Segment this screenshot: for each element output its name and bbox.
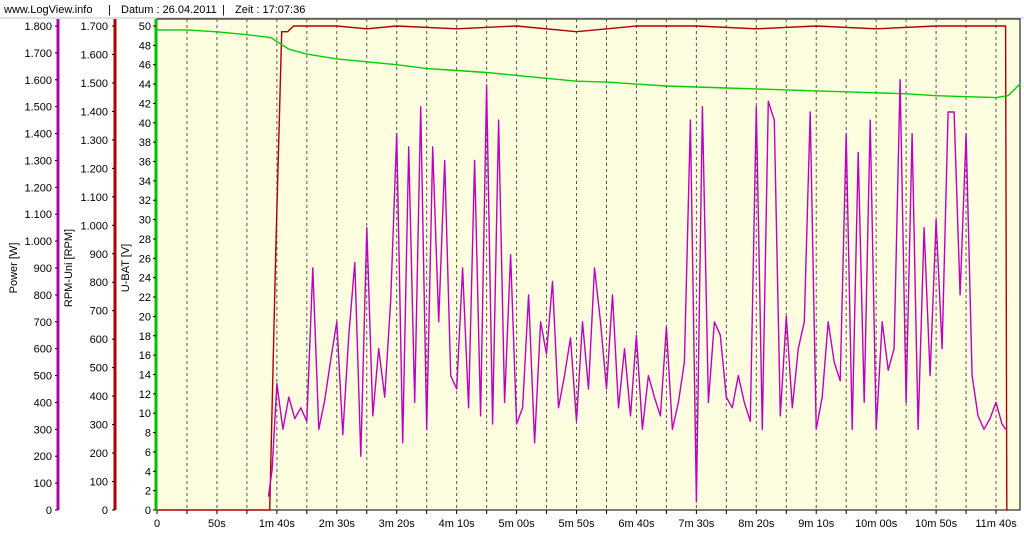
y-tick-label-rpm: 700 [90, 306, 108, 318]
y-tick-label-rpm: 300 [90, 420, 108, 432]
y-tick-label-rpm: 100 [90, 477, 108, 489]
y-tick-label-ubat: 40 [139, 118, 151, 130]
y-tick-label-ubat: 8 [145, 428, 151, 440]
y-tick-label-rpm: 900 [90, 249, 108, 261]
y-tick-label-rpm: 0 [102, 505, 108, 517]
y-tick-label-ubat: 42 [139, 98, 151, 110]
series-line-ubat [157, 29, 1021, 99]
y-tick-label-ubat: 22 [139, 292, 151, 304]
y-tick-label-power: 700 [34, 317, 52, 329]
y-tick-label-ubat: 44 [139, 79, 151, 91]
y-tick-label-ubat: 6 [145, 447, 151, 459]
y-tick-label-power: 1.000 [24, 236, 52, 248]
x-tick-label: 10m 00s [855, 518, 898, 530]
header-separator-2: | [222, 4, 225, 16]
y-tick-label-rpm: 1.100 [80, 192, 108, 204]
y-tick-label-power: 1.400 [24, 129, 52, 141]
x-tick-label: 9m 10s [798, 518, 835, 530]
y-tick-label-power: 900 [34, 263, 52, 275]
y-axis-title-rpm: RPM-Uni [RPM] [63, 229, 75, 307]
y-tick-label-ubat: 14 [139, 369, 151, 381]
y-tick-label-rpm: 600 [90, 334, 108, 346]
y-tick-label-ubat: 36 [139, 157, 151, 169]
y-tick-label-power: 0 [46, 505, 52, 517]
y-tick-label-rpm: 1.000 [80, 220, 108, 232]
y-tick-label-ubat: 12 [139, 389, 151, 401]
x-tick-label: 4m 10s [439, 518, 476, 530]
x-tick-label: 8m 20s [738, 518, 775, 530]
y-tick-label-power: 500 [34, 371, 52, 383]
y-tick-label-power: 400 [34, 397, 52, 409]
y-tick-label-power: 100 [34, 478, 52, 490]
series-layer [157, 25, 1021, 511]
y-tick-label-power: 1.200 [24, 182, 52, 194]
y-tick-label-ubat: 34 [139, 176, 151, 188]
y-tick-label-ubat: 26 [139, 253, 151, 265]
axis-layer: 0 50s 1m 40s 2m 30s 3m 20s 4m 10s 5m 00s 5m 50s… [8, 19, 1017, 530]
y-tick-label-power: 1.300 [24, 155, 52, 167]
x-tick-label: 0 [154, 518, 160, 530]
y-tick-label-power: 1.600 [24, 75, 52, 87]
y-axis-title-ubat: U-BAT [V] [120, 244, 132, 293]
y-tick-label-rpm: 1.400 [80, 106, 108, 118]
series-line-rpm [157, 25, 1008, 511]
y-tick-label-ubat: 46 [139, 60, 151, 72]
y-tick-label-rpm: 800 [90, 277, 108, 289]
y-tick-label-ubat: 4 [145, 466, 151, 478]
y-tick-label-power: 800 [34, 290, 52, 302]
header-bar [0, 0, 1024, 17]
y-tick-label-rpm: 400 [90, 391, 108, 403]
y-tick-label-ubat: 48 [139, 40, 151, 52]
x-tick-label: 6m 40s [618, 518, 655, 530]
header-separator-1: | [108, 4, 111, 16]
y-tick-label-rpm: 1.600 [80, 49, 108, 61]
x-tick-label: 5m 00s [499, 518, 536, 530]
y-tick-label-ubat: 50 [139, 21, 151, 33]
y-tick-label-ubat: 16 [139, 350, 151, 362]
x-tick-label: 7m 30s [678, 518, 715, 530]
y-tick-label-power: 600 [34, 344, 52, 356]
x-tick-label: 10m 50s [915, 518, 958, 530]
y-tick-label-power: 1.100 [24, 209, 52, 221]
y-tick-label-rpm: 500 [90, 363, 108, 375]
y-tick-label-rpm: 1.300 [80, 135, 108, 147]
x-tick-label: 3m 20s [379, 518, 416, 530]
x-tick-label: 11m 40s [975, 518, 1017, 530]
y-tick-label-rpm: 1.500 [80, 78, 108, 90]
y-tick-label-ubat: 18 [139, 331, 151, 343]
y-tick-label-ubat: 10 [139, 408, 151, 420]
y-tick-label-ubat: 20 [139, 311, 151, 323]
y-tick-label-rpm: 1.200 [80, 163, 108, 175]
y-axis-title-power: Power [W] [8, 243, 20, 294]
y-tick-label-ubat: 30 [139, 215, 151, 227]
y-tick-label-rpm: 1.700 [80, 21, 108, 33]
y-tick-label-power: 1.700 [24, 48, 52, 60]
header-time-text: Zeit : 17:07:36 [235, 4, 305, 16]
header-date-text: Datum : 26.04.2011 [121, 4, 217, 16]
x-tick-label: 50s [208, 518, 226, 530]
x-tick-label: 2m 30s [319, 518, 356, 530]
y-tick-label-power: 1.500 [24, 102, 52, 114]
header-site-text: www.LogView.info [3, 4, 92, 16]
y-tick-label-ubat: 32 [139, 195, 151, 207]
series-line-power [267, 79, 1007, 503]
y-tick-label-power: 200 [34, 451, 52, 463]
x-tick-label: 1m 40s [259, 518, 296, 530]
y-tick-label-power: 1.800 [24, 21, 52, 33]
y-tick-label-ubat: 28 [139, 234, 151, 246]
y-tick-label-ubat: 24 [139, 273, 151, 285]
y-tick-label-ubat: 2 [145, 486, 151, 498]
y-tick-label-power: 300 [34, 424, 52, 436]
y-tick-label-ubat: 0 [145, 505, 151, 517]
y-tick-label-ubat: 38 [139, 137, 151, 149]
x-tick-label: 5m 50s [558, 518, 595, 530]
y-tick-label-rpm: 200 [90, 448, 108, 460]
